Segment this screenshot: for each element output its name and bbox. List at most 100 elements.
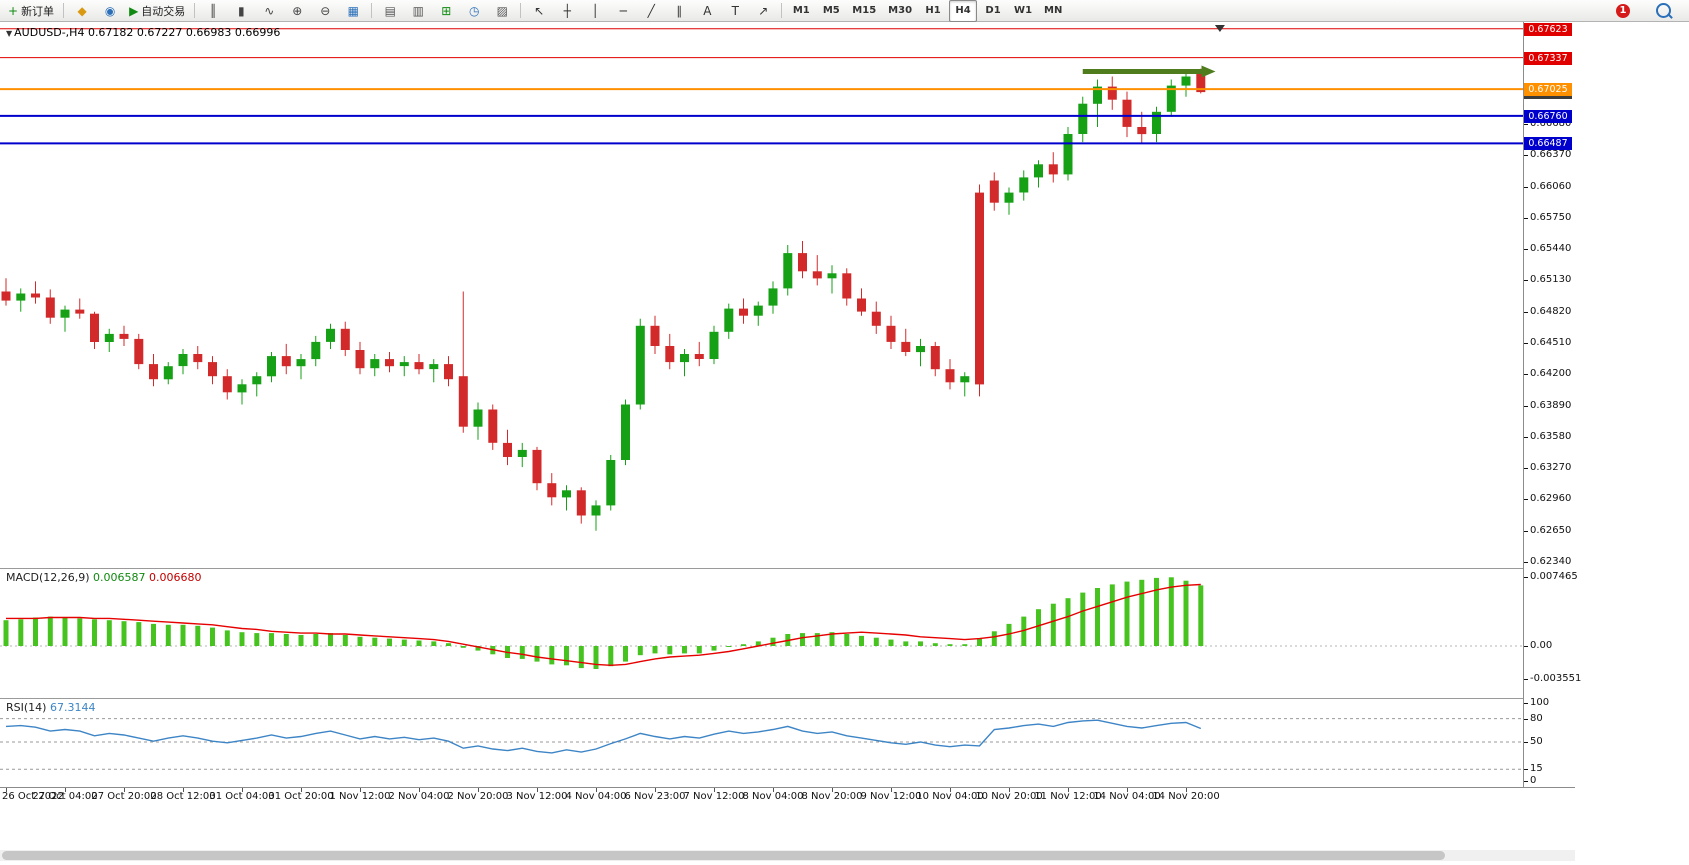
macd-signal-value: 0.006680 (149, 571, 202, 584)
crosshair-icon: ┼ (563, 3, 571, 18)
price-tick-label: 0.63270 (1523, 462, 1572, 473)
time-axis-label: 14 Nov 20:00 (1152, 791, 1220, 802)
zoom-out-icon: ⊖ (320, 3, 331, 18)
horizontal-scrollbar[interactable] (0, 850, 1575, 861)
toolbar-separator (194, 3, 196, 18)
price-axis[interactable]: 0.676100.673000.669900.666800.663700.660… (1523, 22, 1590, 787)
rsi-canvas[interactable] (0, 699, 1523, 787)
horizontal-line-button[interactable]: ─ (610, 1, 636, 21)
timeframe-D1[interactable]: D1 (985, 5, 1001, 16)
macd-canvas[interactable] (0, 569, 1523, 698)
price-tick-label: 0.64510 (1523, 337, 1572, 348)
candlestick-chart-button[interactable]: ▮ (228, 1, 254, 21)
time-tick (1186, 788, 1187, 792)
time-tick (655, 788, 656, 792)
clock-button[interactable]: ◷ (461, 1, 487, 21)
objects-button[interactable]: ▨ (489, 1, 515, 21)
macd-axis-label: 0.007465 (1524, 571, 1578, 582)
time-tick (950, 788, 951, 792)
channel-button[interactable]: ∥ (666, 1, 692, 21)
time-axis-label: 27 Oct 20:00 (91, 791, 157, 802)
time-axis-label: 26 Oct 2022 (2, 791, 64, 802)
indicators-button[interactable]: ⊞ (433, 1, 459, 21)
price-tick-label: 0.65130 (1523, 274, 1572, 285)
search-icon[interactable] (1656, 3, 1671, 18)
toolbar-separator (520, 3, 522, 18)
time-tick (891, 788, 892, 792)
arrows-button[interactable]: ↗ (750, 1, 776, 21)
time-axis-label: 8 Nov 20:00 (801, 791, 863, 802)
timeframe-W1[interactable]: W1 (1014, 5, 1033, 16)
time-axis[interactable]: 26 Oct 2022 27 Oct 04:00 27 Oct 20:00 28 Oc… (0, 787, 1575, 805)
panel-separator[interactable] (0, 698, 1575, 699)
scrollbar-thumb[interactable] (2, 851, 1445, 860)
time-tick (242, 788, 243, 792)
time-tick (714, 788, 715, 792)
price-tick-label: 0.66680 (1523, 118, 1572, 129)
label-button[interactable]: T (722, 1, 748, 21)
zoom-in-icon: ⊕ (292, 3, 303, 18)
auto-scroll-button[interactable]: ▤ (377, 1, 403, 21)
time-axis-label: 7 Nov 12:00 (683, 791, 745, 802)
timeframe-M15[interactable]: M15 (852, 5, 877, 16)
market-depth-icon[interactable]: ◉ (97, 1, 123, 21)
price-chart-canvas[interactable] (0, 22, 1523, 568)
time-axis-label: 6 Nov 23:00 (624, 791, 686, 802)
panel-separator[interactable] (0, 568, 1575, 569)
objects-icon: ▨ (496, 3, 508, 18)
market-icon[interactable]: ◆ (69, 1, 95, 21)
text-button[interactable]: A (694, 1, 720, 21)
vertical-line-button[interactable]: │ (582, 1, 608, 21)
auto-scroll-icon: ▤ (384, 3, 396, 18)
market-icon-icon: ◆ (77, 3, 87, 18)
timeframe-H1[interactable]: H1 (925, 5, 941, 16)
tile-windows-button[interactable]: ▦ (340, 1, 366, 21)
crosshair-button[interactable]: ┼ (554, 1, 580, 21)
timeframe-M1[interactable]: M1 (792, 5, 810, 16)
toolbar-separator (63, 3, 65, 18)
algo-trading-icon: ▶ (129, 3, 139, 18)
price-tick-label: 0.62960 (1523, 493, 1572, 504)
time-tick (596, 788, 597, 792)
timeframe-H4[interactable]: H4 (949, 0, 978, 22)
time-tick (478, 788, 479, 792)
toolbar-separator (781, 3, 783, 18)
chart-title-ohlc: ▼ AUDUSD-,H4 0.67182 0.67227 0.66983 0.66… (6, 26, 280, 39)
algo-trading-button-label: 自动交易 (141, 4, 186, 18)
line-chart-button[interactable]: ∿ (256, 1, 282, 21)
channel-icon: ∥ (676, 3, 683, 18)
hline-price-label: 0.67025 (1524, 83, 1572, 96)
price-tick-label: 0.63580 (1523, 431, 1572, 442)
time-tick (1068, 788, 1069, 792)
cursor-button[interactable]: ↖ (526, 1, 552, 21)
time-tick (832, 788, 833, 792)
time-axis-label: 9 Nov 12:00 (860, 791, 922, 802)
rsi-axis-label: 0 (1523, 775, 1537, 786)
candlestick-chart-icon: ▮ (237, 3, 245, 18)
notification-badge[interactable]: 1 (1616, 3, 1630, 18)
zoom-in-button[interactable]: ⊕ (284, 1, 310, 21)
time-tick (183, 788, 184, 792)
time-tick (1009, 788, 1010, 792)
timeframe-MN[interactable]: MN (1044, 5, 1063, 16)
time-axis-label: 2 Nov 20:00 (447, 791, 509, 802)
price-tick-label: 0.66370 (1523, 149, 1572, 160)
price-tick-label: 0.65440 (1523, 243, 1572, 254)
timeframe-M30[interactable]: M30 (888, 5, 913, 16)
time-tick (301, 788, 302, 792)
zoom-out-button[interactable]: ⊖ (312, 1, 338, 21)
chart-shift-button[interactable]: ▥ (405, 1, 431, 21)
new-order-button[interactable]: + 新订单 (4, 1, 58, 21)
bar-chart-button[interactable]: ║ (200, 1, 226, 21)
time-axis-label: 11 Nov 12:00 (1034, 791, 1102, 802)
algo-trading-button[interactable]: ▶ 自动交易 (125, 1, 189, 21)
market-depth-icon-icon: ◉ (104, 3, 116, 18)
time-axis-label: 8 Nov 04:00 (742, 791, 804, 802)
toolbar-separator (371, 3, 373, 18)
bar-chart-icon: ║ (209, 3, 217, 18)
trendline-icon: ╱ (647, 3, 655, 18)
price-tick-label: 0.64820 (1523, 306, 1572, 317)
timeframe-M5[interactable]: M5 (822, 5, 840, 16)
trendline-button[interactable]: ╱ (638, 1, 664, 21)
time-axis-label: 31 Oct 20:00 (268, 791, 334, 802)
